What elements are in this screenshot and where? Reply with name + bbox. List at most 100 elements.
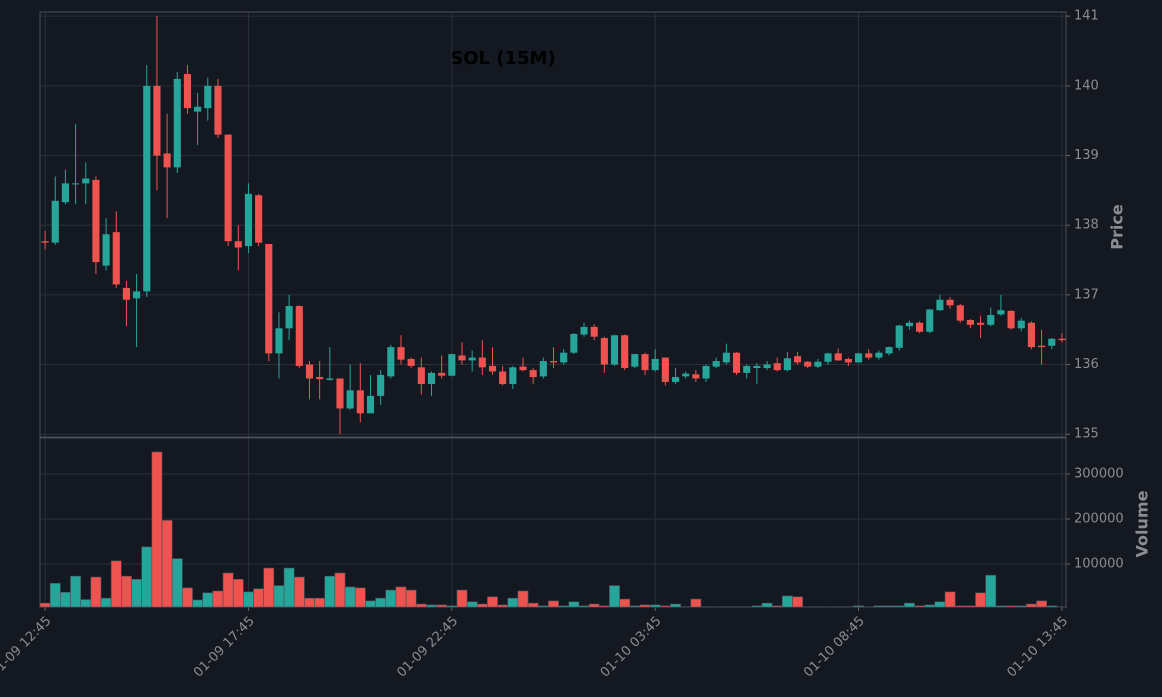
volume-bar (375, 597, 387, 608)
candle-body (499, 371, 507, 385)
volume-bar (60, 592, 71, 608)
candle-body (265, 244, 273, 354)
volume-bar (487, 596, 498, 608)
candle-body (295, 306, 303, 366)
price-panel (39, 11, 1067, 438)
candle-body (478, 357, 486, 368)
y-tick-label: 136 (1074, 357, 1099, 372)
candle-body (1007, 310, 1015, 329)
candle-body (651, 358, 659, 371)
volume-bar (49, 583, 61, 608)
candle-body (61, 183, 69, 203)
candle-body (946, 299, 954, 306)
candle-body (92, 179, 100, 263)
volume-bar (751, 605, 763, 608)
candle-body (82, 178, 90, 184)
volume-bar (893, 605, 905, 608)
candle-body (997, 310, 1005, 315)
volume-bar (273, 585, 285, 608)
candle-body (926, 309, 934, 332)
candle-body (112, 232, 120, 285)
candle-body (1058, 338, 1066, 341)
volume-bar (1036, 600, 1047, 608)
candle-body (133, 291, 141, 299)
candle-body (173, 78, 181, 168)
candle-body (397, 347, 405, 360)
candle-body (244, 193, 253, 247)
volume-bar (151, 451, 163, 608)
volume-bar (141, 546, 153, 608)
candle-body (427, 372, 436, 385)
volume-bar (883, 605, 895, 608)
candle-body (936, 299, 944, 311)
candle-body (641, 354, 649, 371)
candle-body (275, 328, 283, 354)
volume-bar (415, 603, 427, 608)
candle-body (539, 361, 547, 377)
candle-body (509, 367, 517, 385)
volume-bar (873, 605, 885, 608)
candle-body (417, 367, 425, 385)
candle-body (824, 353, 832, 362)
candle-body (183, 74, 192, 109)
volume-bar (639, 604, 651, 608)
volume-bar (517, 590, 529, 608)
candle-body (366, 395, 375, 414)
candle-body (51, 200, 59, 243)
candle-body (387, 347, 395, 377)
volume-bar (598, 605, 610, 608)
candle-body (610, 335, 619, 365)
candle-body (875, 352, 883, 358)
volume-bar (324, 575, 336, 608)
candle-body (438, 372, 446, 376)
candle-body (234, 241, 242, 248)
candle-body (702, 365, 710, 379)
candle-body (885, 347, 893, 354)
candle-body (844, 358, 852, 363)
candle-body (793, 356, 802, 363)
volume-bar (649, 604, 661, 608)
volume-bar (507, 597, 519, 608)
y-tick-label: 138 (1074, 218, 1099, 233)
volume-bar (771, 605, 783, 608)
volume-bar (558, 605, 570, 608)
candle-body (224, 134, 232, 242)
volume-bar (578, 605, 590, 608)
candle-body (122, 287, 130, 300)
candle-body (977, 322, 985, 325)
candle-body (987, 315, 995, 325)
candle-body (458, 355, 466, 361)
volume-bar (995, 605, 1007, 608)
volume-bar (365, 600, 376, 608)
volume-bar (80, 599, 92, 608)
volume-bar (385, 589, 397, 608)
candle-body (682, 373, 690, 377)
candle-body (783, 358, 791, 371)
volume-axis-label: Volume (1133, 490, 1152, 557)
price-axis-label: Price (1108, 204, 1127, 250)
volume-bar (212, 590, 224, 608)
candle-body (722, 352, 730, 363)
volume-bar (975, 592, 986, 608)
candle-body (570, 333, 578, 353)
candle-body (377, 374, 385, 396)
volume-bar (985, 574, 997, 608)
volume-bar (334, 572, 346, 608)
candle-body (671, 377, 680, 382)
volume-bar (354, 587, 366, 608)
candle-body (1027, 322, 1035, 348)
volume-bar (781, 595, 793, 608)
candle-body (102, 234, 110, 266)
candle-body (285, 306, 293, 329)
y-tick-label: 300000 (1074, 466, 1124, 481)
candle-body (916, 322, 924, 332)
candle-body (316, 377, 324, 380)
y-tick-label: 140 (1074, 78, 1099, 93)
candle-body (743, 365, 751, 373)
volume-bar (853, 605, 864, 608)
volume-bar (934, 601, 946, 608)
candle-body (732, 352, 741, 373)
volume-bar (659, 605, 671, 608)
y-tick-label: 137 (1074, 287, 1099, 302)
volume-bar (90, 576, 102, 608)
